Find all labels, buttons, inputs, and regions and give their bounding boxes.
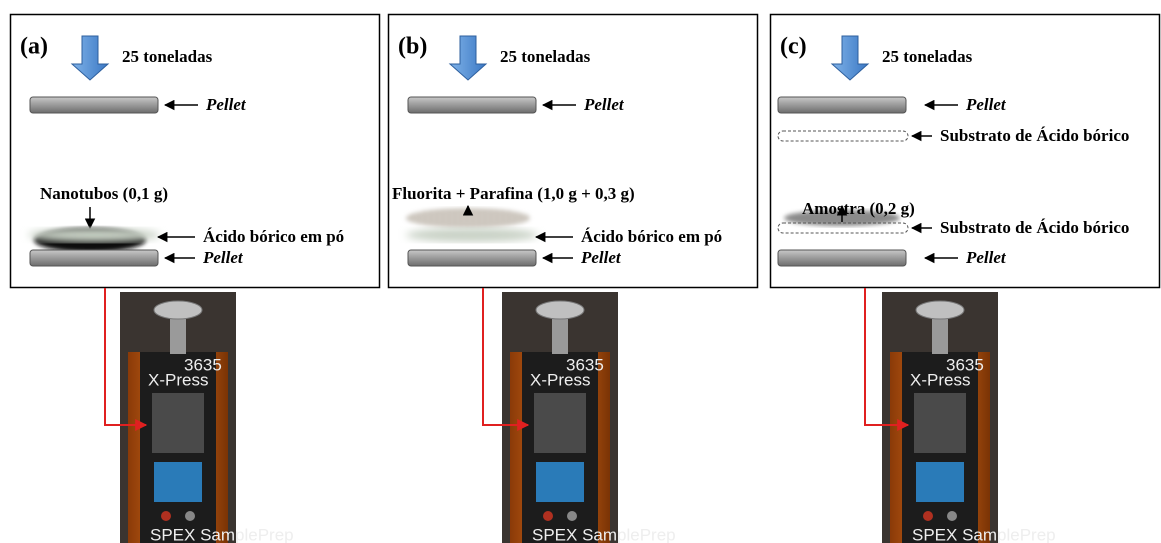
force-label: 25 toneladas [882, 47, 973, 66]
panel-label: (b) [398, 34, 427, 60]
press-button [947, 511, 957, 521]
pellet [30, 97, 158, 113]
pellet [778, 97, 906, 113]
press-brand: X-Press [148, 370, 208, 389]
boric-acid-powder [406, 228, 538, 242]
panel-label: (c) [780, 34, 807, 60]
press-brand: X-Press [530, 370, 590, 389]
panel: (c) 25 toneladas Amostra (0,2 g) Pellet Subs… [771, 15, 1160, 288]
force-arrow [72, 36, 108, 80]
press-button [161, 511, 171, 521]
force-label: 25 toneladas [500, 47, 591, 66]
sample-label: Fluorita + Parafina (1,0 g + 0,3 g) [392, 184, 635, 203]
press-button [923, 511, 933, 521]
panel: (b) 25 toneladas Fluorita + Parafina (1,0 … [389, 15, 758, 288]
layer-label: Pellet [583, 95, 625, 114]
layer-label: Pellet [205, 95, 247, 114]
pellet [30, 250, 158, 266]
layer-label: Ácido bórico em pó [581, 227, 722, 246]
layer-label: Substrato de Ácido bórico [940, 126, 1129, 145]
boric-acid-powder [28, 228, 160, 242]
layer-label: Ácido bórico em pó [203, 227, 344, 246]
force-label: 25 toneladas [122, 47, 213, 66]
layer-label: Pellet [965, 248, 1007, 267]
force-arrow [450, 36, 486, 80]
press-brand: X-Press [910, 370, 970, 389]
layer-label: Pellet [965, 95, 1007, 114]
press-chamber [534, 393, 586, 453]
pellet [778, 250, 906, 266]
pellet [408, 97, 536, 113]
layer-label: Pellet [580, 248, 622, 267]
press-screen [536, 462, 584, 502]
press-maker: SPEX SamplePrep [150, 525, 294, 543]
press-handle [916, 301, 964, 319]
layer-label: Substrato de Ácido bórico [940, 218, 1129, 237]
press-chamber [914, 393, 966, 453]
pellet [408, 250, 536, 266]
press-button [543, 511, 553, 521]
sample-label: Nanotubos (0,1 g) [40, 184, 168, 203]
press-button [567, 511, 577, 521]
panel-label: (a) [20, 34, 48, 60]
press-maker: SPEX SamplePrep [912, 525, 1056, 543]
press-chamber [152, 393, 204, 453]
sample-label: Amostra (0,2 g) [802, 199, 915, 218]
press-screen [154, 462, 202, 502]
press-screen [916, 462, 964, 502]
boric-acid-substrate [778, 131, 908, 141]
press-button [185, 511, 195, 521]
sample [406, 208, 530, 228]
figure: (a) 25 toneladas Nanotubos (0,1 g) Pellet Ác… [0, 0, 1161, 543]
press-handle [154, 301, 202, 319]
press-handle [536, 301, 584, 319]
press-maker: SPEX SamplePrep [532, 525, 676, 543]
layer-label: Pellet [202, 248, 244, 267]
panel: (a) 25 toneladas Nanotubos (0,1 g) Pellet Ác… [11, 15, 380, 288]
force-arrow [832, 36, 868, 80]
